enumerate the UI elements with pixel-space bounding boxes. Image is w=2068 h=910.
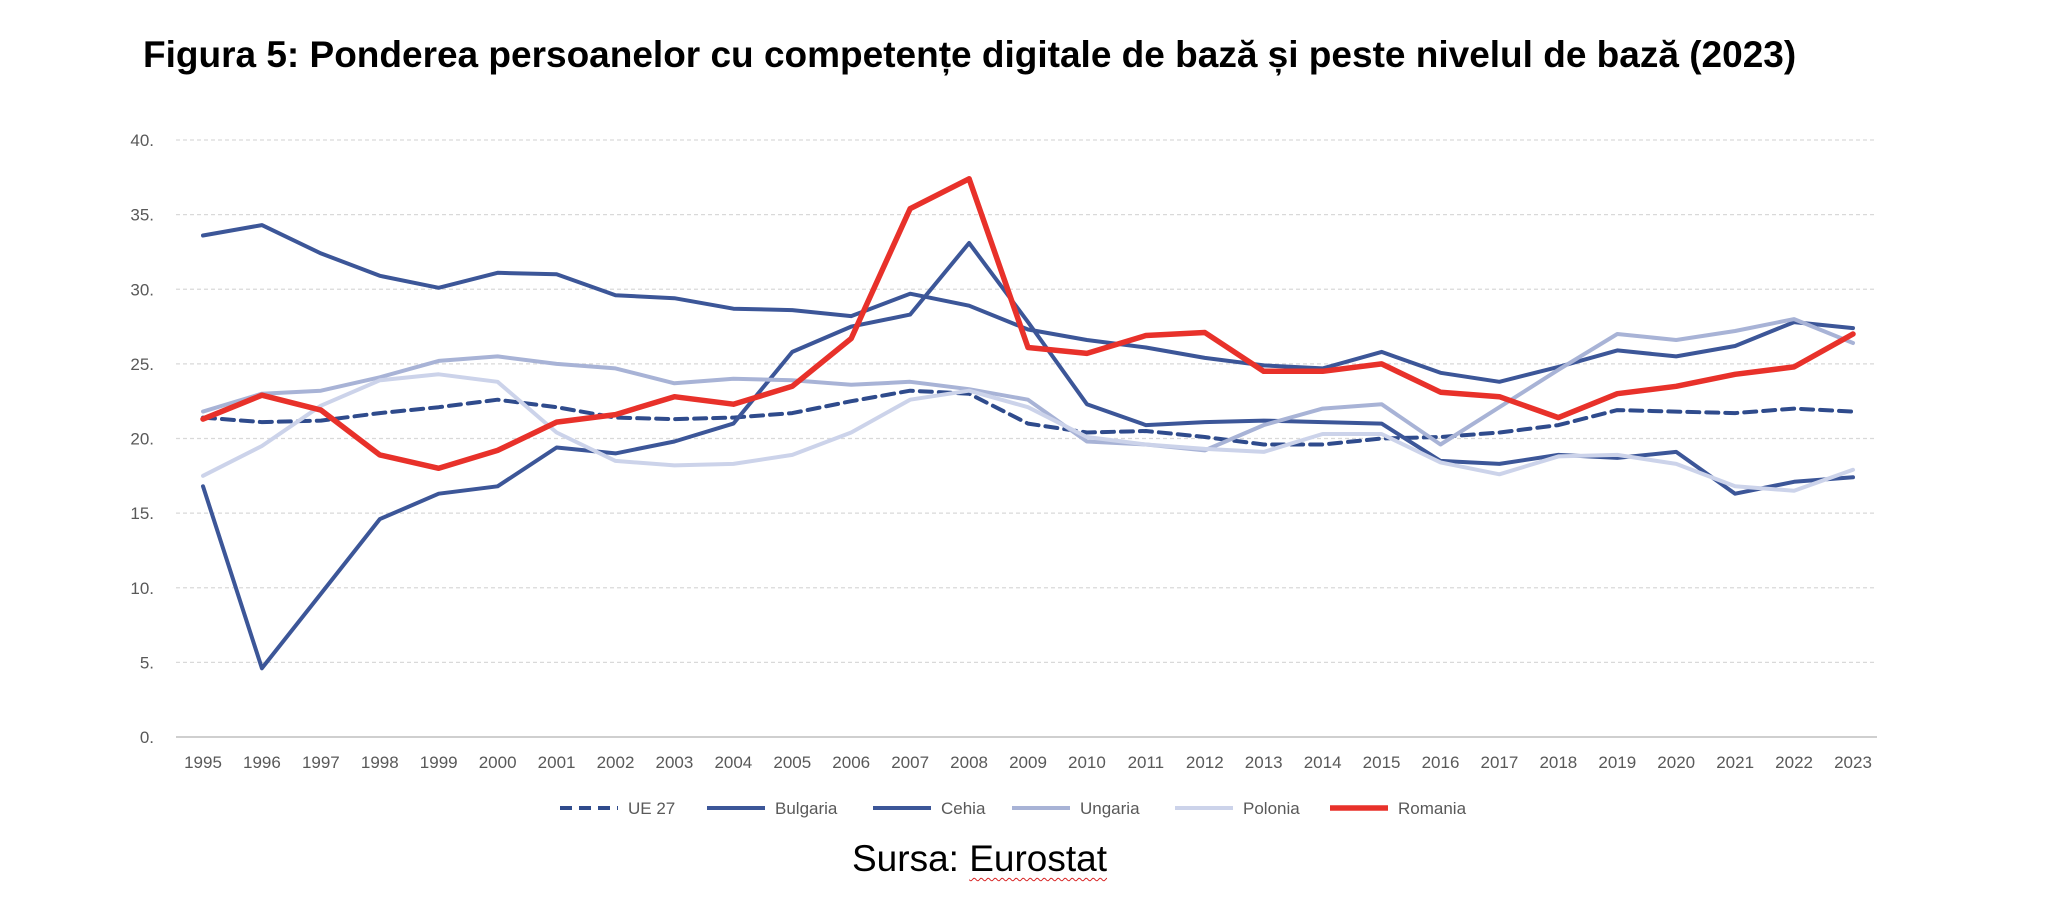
series-line-ue-27 bbox=[201, 388, 1855, 447]
x-tick-label: 2005 bbox=[773, 753, 811, 772]
legend-label: Cehia bbox=[941, 799, 986, 818]
legend-label: Bulgaria bbox=[775, 799, 838, 818]
y-tick-label: 0. bbox=[140, 728, 154, 747]
source-prefix: Sursa: bbox=[852, 838, 970, 879]
x-tick-label: 1997 bbox=[302, 753, 340, 772]
line-chart: 0.5.10.15.20.25.30.35.40. 1995 1996 1997 19… bbox=[130, 131, 1877, 818]
chart-title: Figura 5: Ponderea persoanelor cu compet… bbox=[143, 34, 1797, 75]
x-tick-label: 1996 bbox=[243, 753, 281, 772]
x-axis: 1995 1996 1997 1998 1999 2000 2001 2002 2003 2004… bbox=[184, 753, 1872, 772]
x-tick-label: 2022 bbox=[1775, 753, 1813, 772]
x-tick-label: 2015 bbox=[1363, 753, 1401, 772]
x-tick-label: 2016 bbox=[1422, 753, 1460, 772]
x-tick-label: 2011 bbox=[1128, 753, 1165, 772]
x-tick-label: 1998 bbox=[361, 753, 399, 772]
y-tick-label: 35. bbox=[130, 206, 154, 225]
series-lines bbox=[200, 176, 1856, 671]
y-tick-label: 25. bbox=[130, 355, 154, 374]
series-line-ungaria bbox=[201, 317, 1855, 453]
x-tick-label: 2006 bbox=[832, 753, 870, 772]
x-tick-label: 2013 bbox=[1245, 753, 1283, 772]
legend-label: Polonia bbox=[1243, 799, 1300, 818]
y-tick-label: 15. bbox=[130, 504, 154, 523]
x-tick-label: 2010 bbox=[1068, 753, 1106, 772]
y-tick-label: 20. bbox=[130, 430, 154, 449]
legend: UE 27 Bulgaria Cehia Ungaria Polonia Romania bbox=[560, 799, 1467, 818]
x-tick-label: 2009 bbox=[1009, 753, 1047, 772]
x-tick-label: 2004 bbox=[714, 753, 752, 772]
x-tick-label: 2000 bbox=[479, 753, 517, 772]
x-tick-label: 2003 bbox=[656, 753, 694, 772]
y-tick-label: 30. bbox=[130, 280, 154, 299]
x-tick-label: 2001 bbox=[538, 753, 576, 772]
y-tick-label: 40. bbox=[130, 131, 154, 150]
x-tick-label: 1999 bbox=[420, 753, 458, 772]
series-line-romania bbox=[200, 176, 1856, 472]
x-tick-label: 2023 bbox=[1834, 753, 1872, 772]
x-tick-label: 2008 bbox=[950, 753, 988, 772]
gridlines bbox=[176, 139, 1877, 738]
x-tick-label: 2007 bbox=[891, 753, 929, 772]
y-tick-label: 10. bbox=[130, 579, 154, 598]
legend-label: Romania bbox=[1398, 799, 1467, 818]
legend-label: Ungaria bbox=[1080, 799, 1140, 818]
x-tick-label: 2021 bbox=[1716, 753, 1754, 772]
series-line-cehia bbox=[201, 223, 1855, 384]
x-tick-label: 2018 bbox=[1539, 753, 1577, 772]
x-tick-label: 2014 bbox=[1304, 753, 1342, 772]
x-tick-label: 2020 bbox=[1657, 753, 1695, 772]
x-tick-label: 1995 bbox=[184, 753, 222, 772]
x-tick-label: 2017 bbox=[1481, 753, 1519, 772]
series-line-polonia bbox=[201, 372, 1855, 493]
source-note: Sursa: Eurostat bbox=[852, 838, 1107, 880]
legend-label: UE 27 bbox=[628, 799, 675, 818]
y-tick-label: 5. bbox=[140, 653, 154, 672]
y-axis: 0. 5. 10. 15. 20. 25. 30. 35. 40. bbox=[130, 131, 154, 747]
source-name: Eurostat bbox=[969, 838, 1108, 879]
x-tick-label: 2002 bbox=[597, 753, 635, 772]
x-tick-label: 2012 bbox=[1186, 753, 1224, 772]
x-tick-label: 2019 bbox=[1598, 753, 1636, 772]
